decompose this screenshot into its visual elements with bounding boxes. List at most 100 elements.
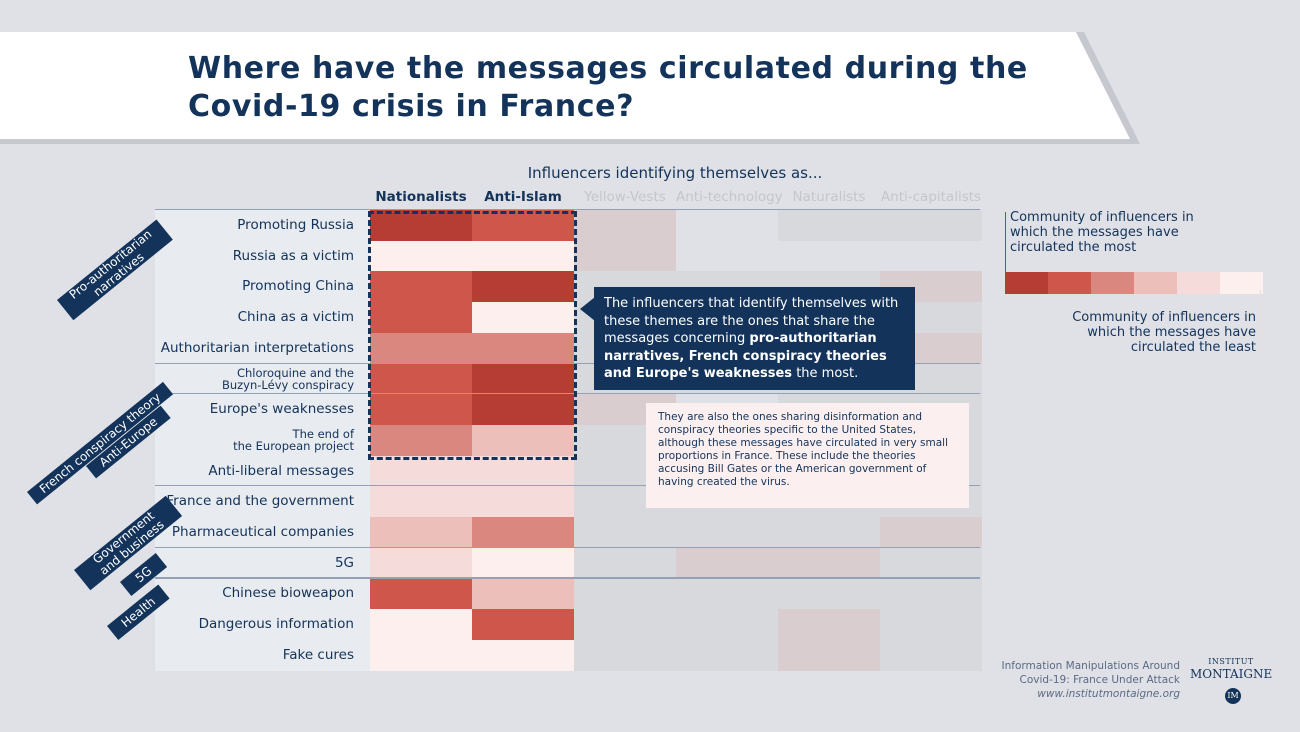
row-label-fake-cures: Fake cures [282,647,354,663]
heatmap-cell [574,241,676,271]
heatmap-cell [778,609,880,640]
heatmap-cell [676,241,778,271]
row-label-band [155,271,370,302]
heatmap-cell [472,456,574,486]
heatmap-cell [676,640,778,671]
row-label-band [155,517,370,548]
row-label-dangerous-information: Dangerous information [198,616,354,632]
legend-line-least [1260,290,1261,354]
heatmap-cell [778,517,880,548]
callout-text-bold: pro-authoritarian narratives, French con… [604,331,887,381]
legend-swatch [1005,272,1048,294]
heatmap-cell [472,241,574,271]
row-label-promoting-china: Promoting China [242,278,354,294]
heatmap-cell [370,609,472,640]
row-label-chinese-bioweapon: Chinese bioweapon [222,585,354,601]
row-label-band [155,486,370,517]
heatmap-cell [574,517,676,548]
heatmap-cell [370,456,472,486]
heatmap-cell [676,609,778,640]
title-banner [0,32,1130,139]
heatmap-cell [370,364,472,394]
heatmap-cell [472,425,574,456]
page-title: Where have the messages circulated durin… [188,51,1028,124]
row-label-band [155,548,370,578]
source-url-text: www.institutmontaigne.org [1037,688,1180,700]
row-label-band [155,640,370,671]
heatmap-cell [370,548,472,578]
row-label-pharmaceutical-companies: Pharmaceutical companies [171,524,354,540]
row-label-the-end-of-the-european-project: The end of the European project [233,427,354,453]
source-line-2: Covid-19: France Under Attack [1019,674,1180,686]
legend-line-most [1005,212,1006,272]
column-header-naturalists: Naturalists [792,189,866,205]
heatmap-cell [472,364,574,394]
heatmap-cell [472,640,574,671]
logo-line-1: INSTITUT [1208,657,1254,666]
column-header-anti-islam: Anti-Islam [484,189,562,205]
heatmap-cell [574,609,676,640]
heatmap-cell [880,241,982,271]
heatmap-cell [880,548,982,578]
row-label-europe-s-weaknesses: Europe's weaknesses [209,401,354,417]
row-label-authoritarian-interpretations: Authoritarian interpretations [160,340,354,356]
heatmap-cell [574,548,676,578]
row-label-band [155,364,370,394]
heatmap-cell [778,640,880,671]
heatmap-cell [472,333,574,364]
heatmap-cell [676,210,778,241]
legend-least-label: Community of influencers in which the me… [1072,310,1256,355]
heatmap-cell [472,578,574,609]
heatmap-cell [472,517,574,548]
column-header-anti-capitalists: Anti-capitalists [880,189,982,205]
row-label-5g: 5G [334,555,354,571]
heatmap-cell [370,271,472,302]
heatmap-cell [574,210,676,241]
row-label-china-as-a-victim: China as a victim [237,309,354,325]
heatmap-cell [880,640,982,671]
row-label-band [155,578,370,609]
heatmap-cell [472,271,574,302]
column-header-anti-technology: Anti-technology [676,189,783,205]
group-separator [155,577,980,578]
heatmap-cell [472,302,574,333]
heatmap-cell [370,486,472,517]
heatmap-cell [778,241,880,271]
column-group-title: Influencers identifying themselves as... [527,164,823,182]
row-label-chloroquine-and-the-buzyn-levy-conspiracy: Chloroquine and the Buzyn-Lévy conspiracy [221,366,354,392]
heatmap-cell [370,517,472,548]
logo-line-2: MONTAIGNE [1190,667,1273,681]
legend-swatch [1048,272,1091,294]
heatmap-cell [370,578,472,609]
column-header-nationalists: Nationalists [375,189,467,205]
heatmap-cell [880,210,982,241]
row-label-band [155,456,370,486]
heatmap-cell [370,333,472,364]
row-label-band [155,609,370,640]
row-label-band [155,210,370,241]
source-url[interactable]: www.institutmontaigne.org [990,687,1180,701]
heatmap-cell [472,486,574,517]
group-separator [155,485,980,486]
legend-most-label: Community of influencers in which the me… [1010,210,1194,255]
row-label-promoting-russia: Promoting Russia [237,217,354,233]
heatmap-cell [472,609,574,640]
heatmap-cell [370,210,472,241]
heatmap-cell [676,578,778,609]
group-separator [155,209,980,210]
callout-box: The influencers that identify themselves… [594,287,915,390]
heatmap-cell [880,609,982,640]
legend-swatch [1177,272,1220,294]
heatmap-cell [676,548,778,578]
row-label-band [155,394,370,425]
heatmap-cell [778,548,880,578]
row-label-band [155,302,370,333]
heatmap-cell [472,548,574,578]
row-label-russia-as-a-victim: Russia as a victim [232,248,354,264]
heatmap-cell [472,394,574,425]
heatmap-cell [574,578,676,609]
heatmap-cell [574,640,676,671]
logo-mark-icon: IM [1225,688,1241,704]
callout-text-start: The influencers that identify themselves… [604,296,899,346]
heatmap-cell [370,425,472,456]
